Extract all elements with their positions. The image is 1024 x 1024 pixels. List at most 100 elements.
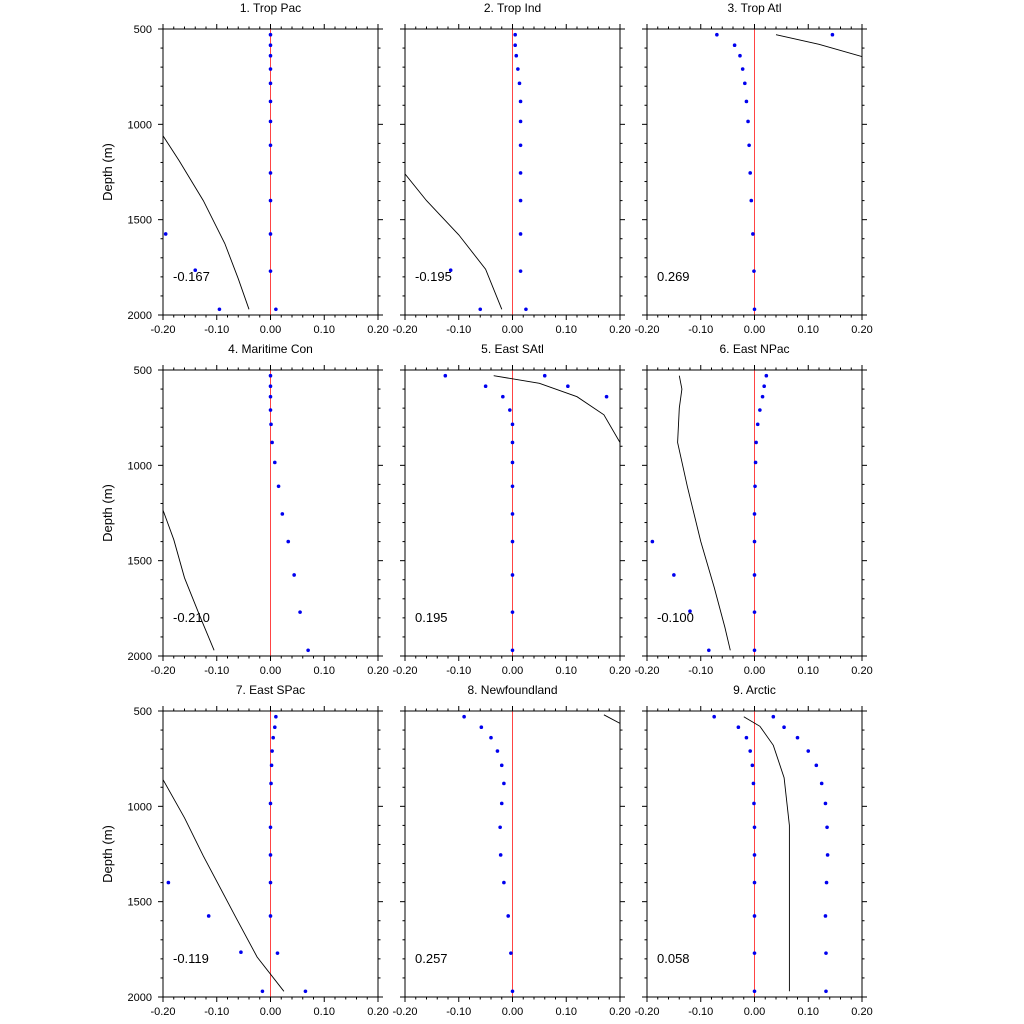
- x-tick-label: -0.20: [150, 1006, 175, 1018]
- correlation-value: -0.195: [415, 269, 452, 284]
- data-point: [269, 422, 273, 427]
- x-tick-label: 0.10: [314, 665, 335, 677]
- x-tick-label: 0.10: [314, 324, 335, 336]
- data-point: [513, 43, 517, 48]
- plot-frame: [646, 369, 863, 657]
- data-point: [306, 648, 310, 653]
- chart-panel: 7. East SPac -0.20 -0.10 0.00 0.10 0.20 500 100…: [100, 683, 389, 1018]
- x-tick-label: 0.20: [851, 1006, 872, 1018]
- data-point: [823, 801, 828, 806]
- data-point: [732, 43, 737, 48]
- data-point: [542, 373, 547, 378]
- panel-title: 7. East SPac: [236, 683, 305, 697]
- data-point: [752, 512, 757, 516]
- data-point: [510, 573, 515, 577]
- data-point: [752, 610, 757, 614]
- data-point: [268, 232, 273, 236]
- panel-title: 2. Trop Ind: [484, 1, 541, 15]
- x-tick-label: 0.20: [851, 665, 872, 677]
- x-tick-label: 0.20: [367, 665, 388, 677]
- data-point: [268, 67, 273, 71]
- x-tick-label: -0.20: [392, 1006, 417, 1018]
- data-point: [510, 989, 515, 994]
- data-point: [752, 914, 757, 918]
- y-tick-label: 500: [134, 365, 152, 377]
- data-point: [510, 440, 515, 445]
- plot-frame: [404, 369, 621, 657]
- data-point: [275, 951, 280, 955]
- data-point: [273, 460, 277, 465]
- data-point: [752, 539, 757, 544]
- data-point: [518, 269, 523, 273]
- plot-frame: [162, 28, 379, 316]
- data-point: [510, 610, 515, 614]
- x-tick-label: -0.10: [688, 324, 713, 336]
- data-point: [518, 232, 523, 236]
- data-point: [672, 573, 676, 577]
- data-point: [280, 512, 285, 516]
- x-tick-label: 0.20: [609, 324, 630, 336]
- profile-curve: [775, 34, 862, 58]
- x-tick-label: 0.10: [798, 1006, 819, 1018]
- data-point: [688, 609, 692, 613]
- data-point: [604, 394, 609, 399]
- data-point: [752, 880, 757, 885]
- data-point: [268, 119, 273, 124]
- x-tick-label: 0.00: [744, 665, 765, 677]
- plot-area: [715, 32, 862, 312]
- profile-curve: [743, 716, 790, 992]
- data-point: [193, 268, 198, 272]
- data-point: [754, 440, 758, 445]
- data-point: [746, 119, 750, 124]
- data-point: [462, 714, 466, 719]
- data-point: [443, 373, 448, 378]
- x-tick-label: 0.10: [556, 1006, 577, 1018]
- panel-title: 9. Arctic: [733, 683, 776, 697]
- chart-panel: 9. Arctic -0.20 -0.10 0.00 0.10 0.20 0.058: [634, 683, 872, 1018]
- correlation-value: 0.269: [657, 269, 690, 284]
- data-point: [268, 43, 273, 48]
- chart-panel: 5. East SAtl -0.20 -0.10 0.00 0.10 0.20 0.195: [392, 342, 630, 677]
- x-tick-label: 0.00: [260, 665, 281, 677]
- data-point: [516, 67, 520, 71]
- data-point: [260, 989, 265, 994]
- x-tick-label: 0.10: [798, 665, 819, 677]
- data-point: [269, 763, 274, 768]
- plot-area: [405, 32, 528, 312]
- data-point: [510, 422, 515, 427]
- data-point: [762, 384, 766, 389]
- panel-title: 1. Trop Pac: [240, 1, 301, 15]
- data-point: [489, 735, 493, 740]
- correlation-value: 0.058: [657, 951, 690, 966]
- data-point: [303, 989, 308, 994]
- data-point: [752, 648, 757, 653]
- data-point: [524, 307, 528, 312]
- data-point: [274, 307, 278, 312]
- y-axis-label: Depth (m): [100, 143, 115, 201]
- data-point: [269, 781, 273, 786]
- data-point: [752, 269, 756, 273]
- x-tick-label: -0.20: [634, 324, 659, 336]
- x-tick-label: -0.20: [634, 1006, 659, 1018]
- data-point: [274, 714, 278, 719]
- data-point: [508, 408, 512, 412]
- panel-title: 4. Maritime Con: [228, 342, 313, 356]
- data-point: [748, 749, 752, 753]
- data-point: [217, 307, 222, 312]
- x-tick-label: 0.20: [851, 324, 872, 336]
- data-point: [712, 714, 716, 719]
- data-point: [509, 951, 513, 955]
- data-point: [499, 763, 504, 768]
- data-point: [750, 763, 755, 768]
- data-point: [271, 735, 275, 740]
- data-point: [268, 171, 273, 175]
- data-point: [286, 539, 291, 544]
- data-point: [743, 81, 747, 86]
- x-tick-label: 0.00: [502, 665, 523, 677]
- x-tick-label: -0.10: [688, 665, 713, 677]
- data-point: [292, 573, 296, 577]
- data-point: [513, 32, 517, 37]
- x-tick-label: 0.20: [367, 324, 388, 336]
- y-tick-label: 2000: [128, 310, 152, 322]
- x-tick-label: 0.10: [556, 324, 577, 336]
